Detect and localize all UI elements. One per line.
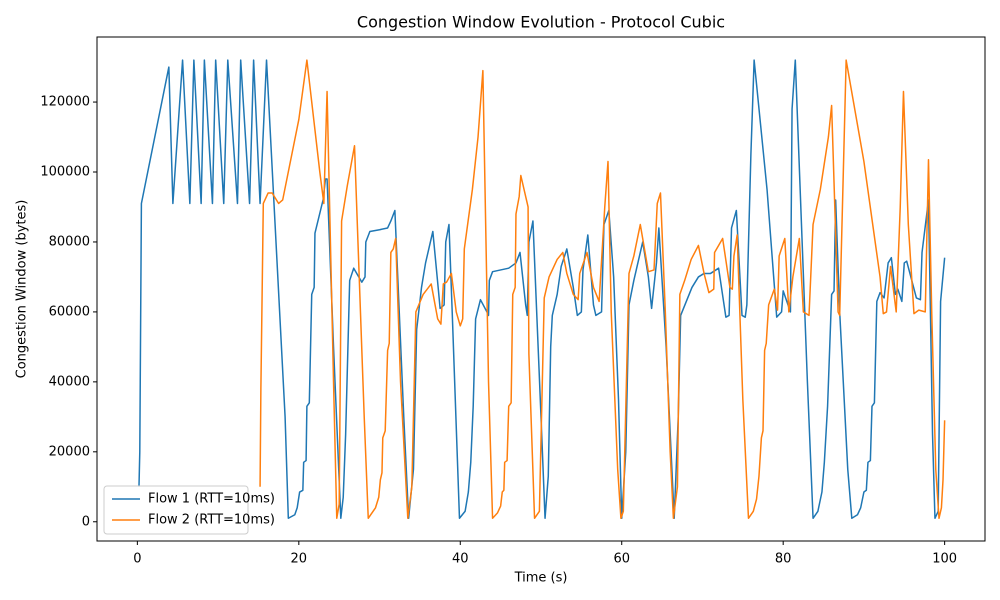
x-tick-label: 0	[133, 552, 141, 567]
y-tick-label: 100000	[40, 165, 90, 180]
y-tick-label: 80000	[49, 234, 90, 249]
y-tick-label: 40000	[49, 374, 90, 389]
chart-title: Congestion Window Evolution - Protocol C…	[357, 13, 725, 32]
x-tick-label: 20	[291, 552, 308, 567]
y-axis-label: Congestion Window (bytes)	[15, 200, 30, 379]
series-line	[138, 59, 946, 520]
y-tick-label: 60000	[49, 304, 90, 319]
y-tick-label: 120000	[40, 95, 90, 110]
x-axis-label: Time (s)	[514, 571, 568, 586]
x-tick-label: 100	[932, 552, 957, 567]
x-tick-label: 80	[775, 552, 792, 567]
y-tick-label: 0	[82, 514, 90, 529]
legend-label: Flow 2 (RTT=10ms)	[148, 513, 275, 528]
x-tick-label: 40	[452, 552, 469, 567]
legend-label: Flow 1 (RTT=10ms)	[148, 492, 275, 507]
series-line	[259, 59, 946, 520]
legend-box	[103, 485, 249, 535]
plot-frame	[96, 36, 986, 542]
y-tick-label: 20000	[49, 444, 90, 459]
legend: Flow 1 (RTT=10ms) Flow 2 (RTT=10ms)	[103, 485, 275, 535]
x-tick-label: 60	[613, 552, 630, 567]
